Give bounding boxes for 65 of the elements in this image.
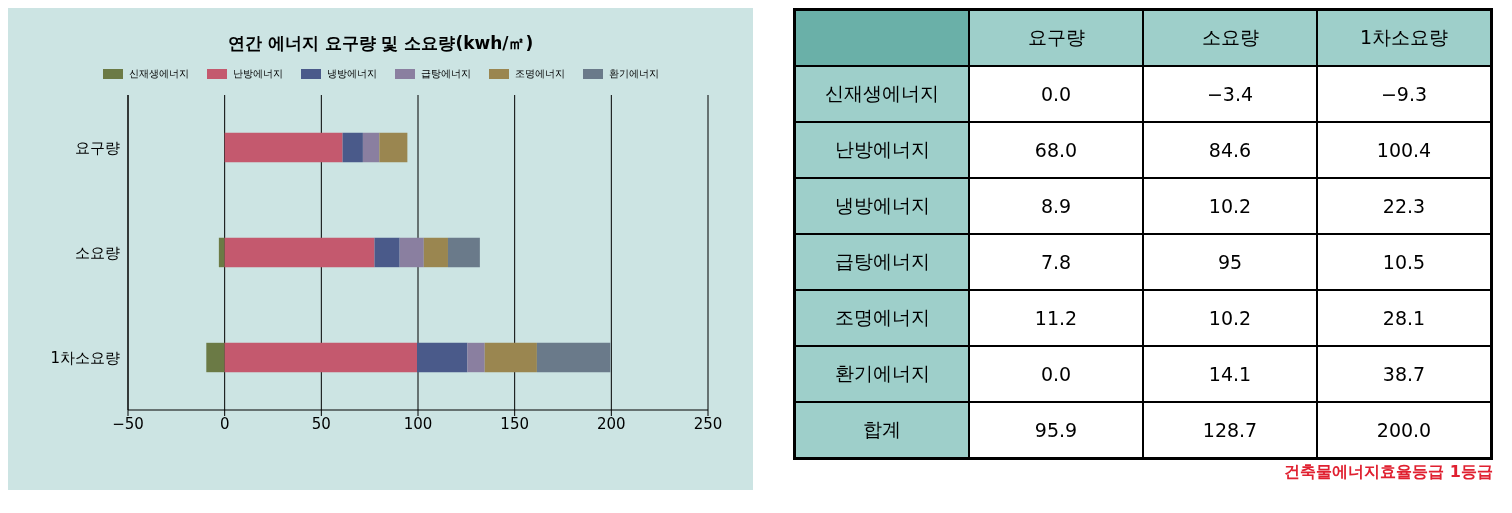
- text: 14.1: [1208, 363, 1252, 385]
- text: 10.2: [1208, 307, 1252, 329]
- text: −3.4: [1206, 83, 1254, 105]
- x-tick-label: −50: [112, 414, 144, 433]
- y-tick-label: 소요량: [75, 243, 120, 262]
- text: 128.7: [1202, 419, 1258, 441]
- text: 건축물에너지효율등급 1등급: [1283, 462, 1493, 483]
- bar: [484, 342, 537, 373]
- legend-label: 난방에너지: [231, 67, 283, 81]
- text: 84.6: [1208, 139, 1252, 161]
- bar: [224, 342, 418, 373]
- text: 95.9: [1034, 419, 1078, 441]
- y-tick-label: 1차소요량: [50, 348, 120, 367]
- bar: [399, 237, 424, 268]
- text: 0.0: [1040, 363, 1072, 385]
- bar: [218, 237, 225, 268]
- bar: [224, 132, 343, 163]
- x-tick-label: 250: [693, 414, 723, 433]
- bar: [467, 342, 485, 373]
- chart-title: 연간 에너지 요구량 및 소요량(kwh/㎡): [226, 32, 535, 55]
- text: 68.0: [1034, 139, 1078, 161]
- x-tick-label: 50: [311, 414, 331, 433]
- text: 38.7: [1382, 363, 1426, 385]
- text: 22.3: [1382, 195, 1426, 217]
- legend-label: 환기에너지: [607, 67, 659, 81]
- bar: [342, 132, 363, 163]
- text: 10.2: [1208, 195, 1252, 217]
- category-label: 요구량: [969, 9, 1143, 66]
- text: 7.8: [1040, 251, 1072, 273]
- bar: [362, 132, 380, 163]
- category-label: 급탕에너지: [834, 250, 930, 272]
- category-label: 냉방에너지: [834, 194, 930, 216]
- bar: [536, 342, 611, 373]
- x-tick-label: 150: [500, 414, 529, 433]
- y-tick-label: 요구량: [75, 138, 120, 157]
- legend-label: 급탕에너지: [419, 67, 471, 81]
- text: −9.3: [1380, 83, 1428, 105]
- bar: [423, 237, 448, 268]
- text: 11.2: [1034, 307, 1078, 329]
- text: 28.1: [1382, 307, 1426, 329]
- category-label: 환기에너지: [834, 362, 930, 384]
- legend-label: 조명에너지: [513, 67, 565, 81]
- legend-label: 냉방에너지: [325, 67, 377, 81]
- category-label: 난방에너지: [834, 138, 930, 160]
- text: 200.0: [1376, 419, 1432, 441]
- legend-label: 신재생에너지: [127, 67, 189, 81]
- text: 10.5: [1382, 251, 1426, 273]
- category-label: 조명에너지: [834, 306, 930, 328]
- category-label: 합계: [863, 418, 901, 440]
- text: 0.0: [1040, 83, 1072, 105]
- text: 95: [1217, 251, 1243, 273]
- bar: [206, 342, 225, 373]
- category-label: 1차소요량: [1317, 9, 1492, 66]
- x-tick-label: 0: [219, 414, 230, 433]
- bar: [379, 132, 408, 163]
- bar: [417, 342, 468, 373]
- category-label: 신재생에너지: [825, 82, 939, 104]
- category-label: 소요량: [1143, 9, 1317, 66]
- text: 8.9: [1040, 195, 1072, 217]
- x-tick-label: 200: [597, 414, 626, 433]
- bar: [447, 237, 480, 268]
- text: 100.4: [1376, 139, 1432, 161]
- x-tick-label: 100: [403, 414, 433, 433]
- bar: [224, 237, 375, 268]
- bar: [374, 237, 400, 268]
